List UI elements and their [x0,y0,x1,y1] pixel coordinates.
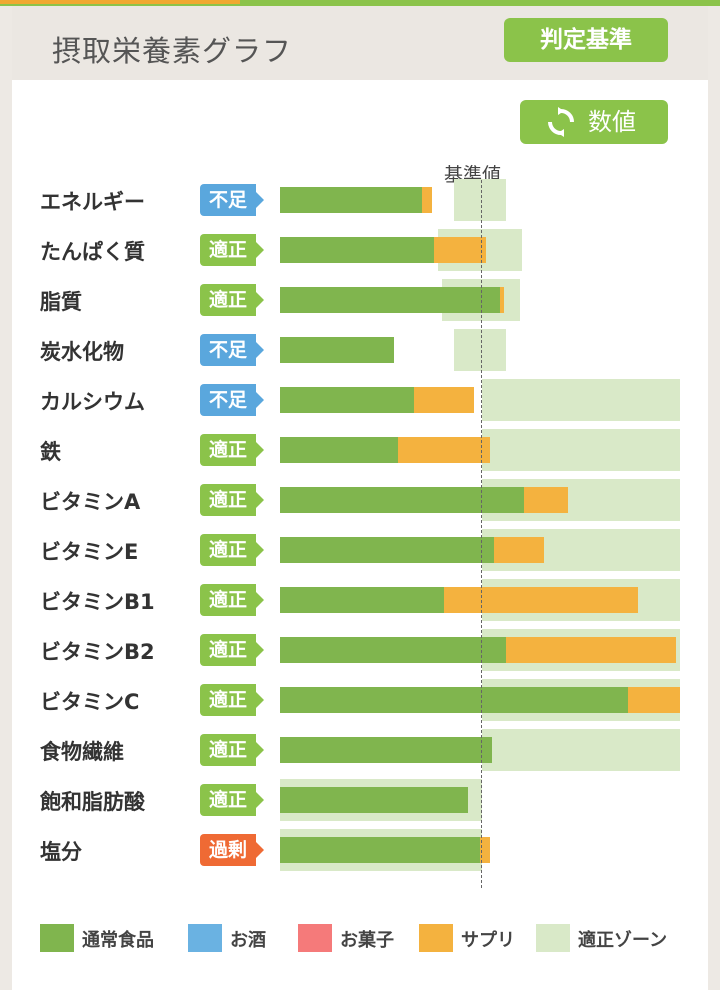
value-button-label: 数値 [588,108,636,136]
refresh-icon [548,107,574,137]
legend-label: 適正ゾーン [578,930,668,951]
legend-label: お菓子 [340,930,394,951]
nutrient-label: ビタミンC [40,690,140,714]
nutrient-label: ビタミンB2 [40,640,155,664]
bar-food [280,787,468,813]
nutrient-label: ビタミンA [40,490,141,514]
bar-food [280,837,480,863]
legend-label: サプリ [461,930,515,951]
value-toggle-button[interactable]: 数値 [520,100,668,144]
bar-food [280,487,524,513]
nutrient-label: 食物繊維 [40,740,124,764]
bar-food [280,387,414,413]
bar-food [280,337,394,363]
optimal-zone [482,379,680,421]
nutrient-label: ビタミンE [40,540,139,564]
optimal-zone [482,429,680,471]
status-badge: 適正 [200,684,264,716]
legend-item: 適正ゾーン [536,920,706,956]
optimal-zone [454,179,506,221]
nutrient-label: 塩分 [40,840,82,864]
legend-item: お菓子 [298,920,468,956]
page-title: 摂取栄養素グラフ [52,34,293,68]
bar-supplement [506,637,676,663]
bar-food [280,737,492,763]
nutrient-label: 飽和脂肪酸 [40,790,145,814]
bar-supplement [500,287,504,313]
status-badge: 不足 [200,384,264,416]
nutrient-label: カルシウム [40,390,145,414]
bar-food [280,187,422,213]
nutrient-label: ビタミンB1 [40,590,155,614]
status-badge: 適正 [200,734,264,766]
bar-supplement [628,687,680,713]
bar-supplement [480,837,490,863]
bar-supplement [414,387,474,413]
nutrient-label: エネルギー [40,190,145,214]
legend-item: お酒 [188,920,358,956]
reference-line [481,180,482,888]
nutrient-label: たんぱく質 [40,240,145,264]
bar-food [280,237,434,263]
bar-supplement [444,587,638,613]
status-badge: 適正 [200,284,264,316]
status-badge: 適正 [200,634,264,666]
bar-supplement [422,187,432,213]
status-badge: 不足 [200,184,264,216]
bar-food [280,687,628,713]
criteria-button[interactable]: 判定基準 [504,18,668,62]
status-badge: 適正 [200,584,264,616]
status-badge: 過剰 [200,834,264,866]
nutrient-label: 脂質 [40,290,82,314]
bar-food [280,587,444,613]
legend-item: サプリ [419,920,589,956]
chart-panel: 数値 基準値 エネルギー 不足 たんぱく質 適正 脂質 適正 炭水化物 不足 カルシウム 不足鉄適… [12,80,708,990]
bar-food [280,537,494,563]
status-badge: 適正 [200,234,264,266]
header: 摂取栄養素グラフ 判定基準 [12,6,708,80]
legend-swatch [536,924,570,952]
nutrient-label: 炭水化物 [40,340,124,364]
legend-swatch [298,924,332,952]
legend-label: お酒 [230,930,266,951]
bar-food [280,437,398,463]
legend-swatch [188,924,222,952]
status-badge: 適正 [200,534,264,566]
optimal-zone [454,329,506,371]
legend-swatch [419,924,453,952]
legend-label: 通常食品 [82,930,154,951]
bar-food [280,287,500,313]
status-badge: 適正 [200,784,264,816]
bar-supplement [494,537,544,563]
legend-item: 通常食品 [40,920,210,956]
top-accent-bar [0,0,720,6]
status-badge: 不足 [200,334,264,366]
bar-food [280,637,506,663]
status-badge: 適正 [200,434,264,466]
bar-supplement [434,237,486,263]
legend-swatch [40,924,74,952]
bar-supplement [524,487,568,513]
optimal-zone [482,729,680,771]
status-badge: 適正 [200,484,264,516]
bar-supplement [398,437,490,463]
nutrient-label: 鉄 [40,440,61,464]
top-accent-orange [0,0,240,4]
